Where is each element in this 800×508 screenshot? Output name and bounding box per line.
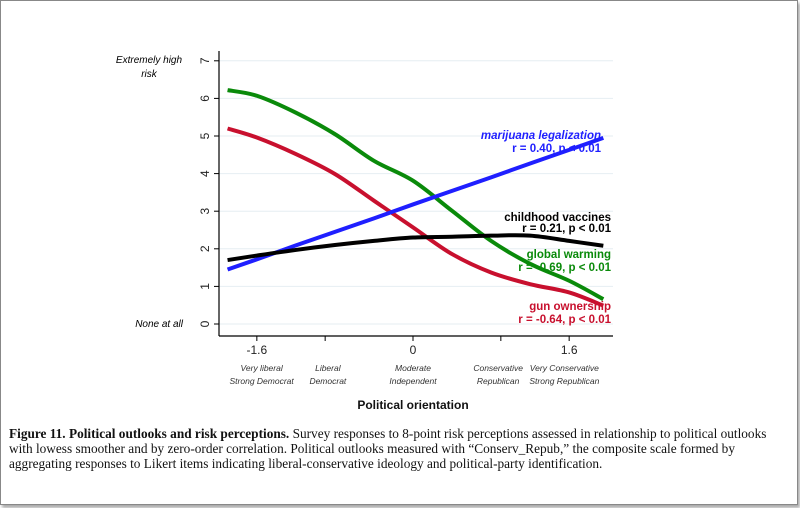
x-tick-label: -1.6 (246, 343, 267, 357)
series-label: marijuana legalization (481, 130, 601, 142)
y-annotation: risk (141, 69, 158, 80)
y-tick-label: 6 (198, 95, 212, 102)
y-tick-label: 5 (198, 132, 212, 139)
x-category-label: Strong Republican (529, 376, 599, 386)
chart: 0 1 2 3 4 5 6 7 -1.6 0 1.6 Very liberal Strong Democ… (116, 51, 613, 412)
series-stat: r = -0.69, p < 0.01 (518, 262, 611, 274)
y-tick-label: 1 (198, 283, 212, 290)
y-tick-label: 2 (198, 245, 212, 252)
series-line-childhood-vaccines (227, 233, 604, 263)
y-tick-label: 3 (198, 208, 212, 215)
x-category-label: Liberal (315, 363, 342, 373)
y-annotation: None at all (135, 319, 184, 330)
x-tick-label: 1.6 (561, 343, 578, 357)
figure-caption: Figure 11. Political outlooks and risk p… (9, 426, 779, 471)
x-tick-label: 0 (410, 343, 417, 357)
series-stat: r = 0.21, p < 0.01 (522, 223, 611, 235)
x-category-label: Strong Democrat (230, 376, 295, 386)
y-tick-label: 4 (198, 170, 212, 177)
series-line-gun-ownership (226, 126, 605, 308)
x-category-label: Republican (477, 376, 520, 386)
caption-title: Figure 11. Political outlooks and risk p… (9, 426, 290, 441)
x-category-label: Conservative (473, 363, 523, 373)
series-stat: r = 0.40, p < 0.01 (512, 143, 601, 155)
series-line-global-warming (227, 88, 605, 301)
x-category-label: Moderate (395, 363, 431, 373)
x-category-label: Democrat (309, 376, 346, 386)
y-tick-label: 0 (198, 320, 212, 327)
caption-text: Survey responses to 8-point risk percept… (9, 426, 767, 471)
series-label: global warming (527, 249, 611, 261)
series-stat: r = -0.64, p < 0.01 (518, 314, 611, 326)
x-category-label: Independent (389, 376, 437, 386)
y-annotation: Extremely high (116, 55, 183, 66)
series-label: childhood vaccines (504, 212, 611, 224)
x-category-label: Very liberal (241, 363, 284, 373)
x-axis-title: Political orientation (357, 398, 468, 412)
x-category-label: Very Conservative (530, 363, 599, 373)
y-tick-label: 7 (198, 57, 212, 64)
series-label: gun ownership (529, 301, 611, 313)
